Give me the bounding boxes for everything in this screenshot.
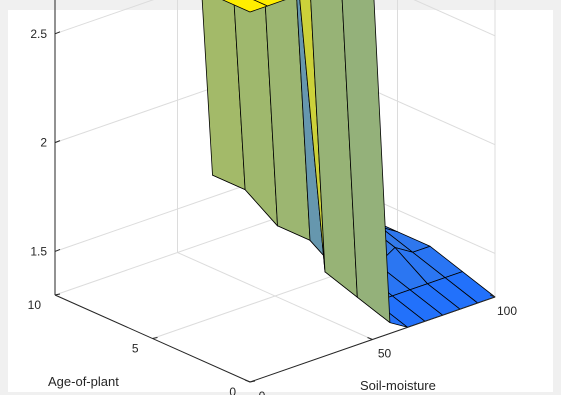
z-tick bbox=[54, 140, 61, 144]
x-tick bbox=[367, 337, 373, 340]
z-tick bbox=[54, 249, 61, 252]
z-tick bbox=[54, 31, 61, 35]
y-tick bbox=[54, 293, 61, 296]
y-tick bbox=[249, 380, 256, 383]
x-tick-label: 0 bbox=[259, 389, 266, 395]
surface-mesh bbox=[201, 0, 496, 328]
x-tick bbox=[489, 294, 496, 298]
y-axis-label: Age-of-plant bbox=[48, 374, 119, 389]
surface-patch bbox=[222, 0, 268, 13]
tick-labels: 05010005101.522.53 bbox=[28, 27, 518, 395]
x-tick-label: 100 bbox=[497, 304, 517, 318]
z-tick-label: 2.5 bbox=[30, 27, 47, 41]
y-tick-label: 5 bbox=[132, 342, 139, 356]
surface-patch bbox=[253, 0, 286, 7]
grid-line bbox=[413, 0, 496, 37]
y-tick bbox=[152, 337, 158, 339]
y-tick-label: 10 bbox=[28, 298, 42, 312]
tick-marks bbox=[54, 31, 496, 383]
x-axis-label: Soil-moisture bbox=[360, 378, 436, 393]
x-tick bbox=[244, 379, 251, 383]
z-tick-label: 2 bbox=[40, 136, 47, 150]
z-tick-label: 1.5 bbox=[30, 244, 47, 258]
x-tick-label: 50 bbox=[378, 347, 392, 361]
grid-line bbox=[54, 209, 301, 296]
y-tick-label: 0 bbox=[229, 385, 236, 395]
surface-patch bbox=[341, 0, 391, 324]
grid-line bbox=[54, 0, 155, 35]
